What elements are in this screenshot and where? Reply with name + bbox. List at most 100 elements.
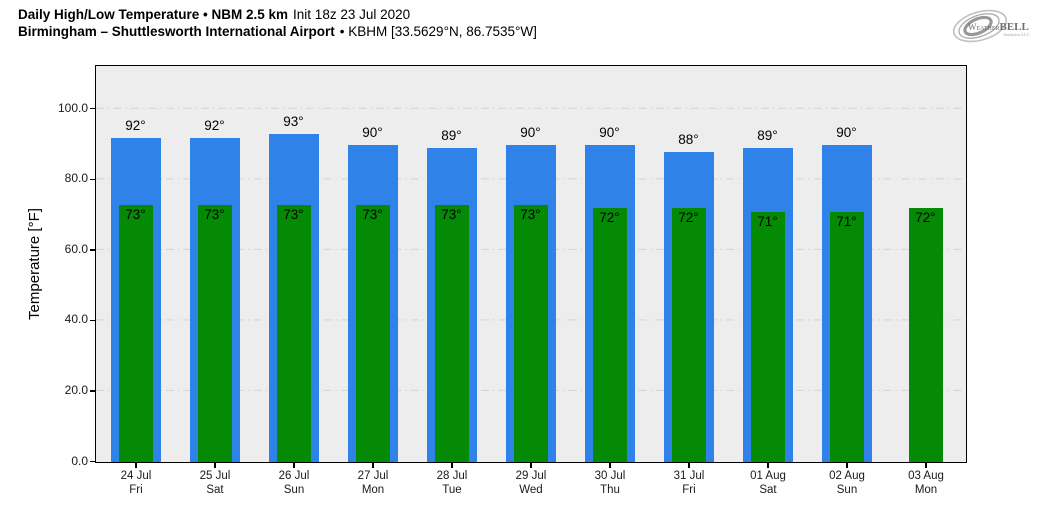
low-value-label: 73° — [283, 206, 304, 222]
x-tick-mark — [214, 463, 216, 468]
x-tick-date: 30 Jul — [594, 470, 626, 482]
x-tick-day: Sat — [759, 483, 777, 496]
high-value-label: 89° — [757, 128, 778, 144]
low-bar — [513, 204, 548, 462]
low-value-label: 72° — [599, 210, 620, 226]
logo-sub-text: Analytics LLC — [1003, 32, 1030, 37]
x-tick-mark — [767, 463, 769, 468]
logo-swirl-icon — [952, 9, 1008, 43]
chart-title-line-2: Birmingham – Shuttlesworth International… — [18, 23, 537, 40]
logo-text-weather: Weather — [968, 22, 1000, 32]
high-value-label: 92° — [125, 117, 146, 133]
low-value-label: 73° — [362, 206, 383, 222]
x-tick-mark — [135, 463, 137, 468]
low-value-label: 71° — [757, 213, 778, 229]
x-tick-day: Fri — [129, 483, 143, 496]
x-tick-day: Sun — [836, 483, 858, 496]
high-value-label: 92° — [204, 117, 225, 133]
high-value-label: 93° — [283, 114, 304, 130]
y-tick-mark — [90, 249, 95, 251]
chart-header: Daily High/Low Temperature • NBM 2.5 km I… — [18, 6, 537, 40]
x-tick-label: 28 Jul Tue — [412, 470, 492, 497]
x-tick-label: 30 Jul Thu — [570, 470, 650, 497]
x-tick-date: 28 Jul — [436, 470, 468, 482]
x-tick-label: 24 Jul Fri — [96, 470, 176, 497]
y-tick-mark — [90, 108, 95, 110]
x-tick-mark — [293, 463, 295, 468]
low-value-label: 72° — [915, 210, 936, 226]
x-tick-day: Sat — [206, 483, 224, 496]
y-tick-mark — [90, 460, 95, 463]
logo-text-bell: BELL — [1000, 21, 1029, 33]
x-tick-date: 27 Jul — [357, 470, 389, 482]
low-bar — [355, 204, 390, 462]
svg-text:WeatherBELL: WeatherBELL — [968, 21, 1029, 33]
x-tick-label: 26 Jul Sun — [254, 470, 334, 497]
low-bar — [671, 208, 706, 462]
chart-title-line-1: Daily High/Low Temperature • NBM 2.5 km I… — [18, 6, 537, 23]
x-tick-mark — [372, 463, 374, 468]
x-tick-day: Wed — [519, 483, 543, 496]
x-tick-mark — [530, 463, 532, 468]
x-tick-day: Tue — [442, 483, 462, 496]
low-bar — [197, 204, 232, 462]
y-tick-label: 40.0 — [64, 312, 88, 327]
high-value-label: 90° — [836, 124, 857, 140]
x-tick-mark — [846, 463, 848, 468]
x-tick-day: Mon — [914, 483, 938, 496]
plot-area: 92° 73° 92° 73° 93° 73° 90° 73° 89° 73° 90° 73° 90° 7… — [95, 65, 967, 463]
high-value-label: 90° — [362, 124, 383, 140]
low-value-label: 73° — [441, 206, 462, 222]
low-bar — [434, 204, 469, 462]
x-tick-day: Sun — [283, 483, 305, 496]
x-tick-label: 31 Jul Fri — [649, 470, 729, 497]
high-value-label: 88° — [678, 131, 699, 147]
x-tick-day: Mon — [361, 483, 385, 496]
x-tick-label: 01 Aug Sat — [728, 470, 808, 497]
chart-init-time: Init 18z 23 Jul 2020 — [293, 7, 411, 22]
x-tick-mark — [688, 463, 690, 468]
x-tick-date: 31 Jul — [673, 470, 705, 482]
x-tick-date: 03 Aug — [908, 470, 944, 482]
low-bar — [276, 204, 311, 462]
x-tick-label: 02 Aug Sun — [807, 470, 887, 497]
x-tick-date: 26 Jul — [278, 470, 310, 482]
chart-title: Daily High/Low Temperature • NBM 2.5 km — [18, 7, 289, 22]
y-tick-label: 60.0 — [64, 241, 88, 256]
low-bar — [750, 211, 785, 462]
x-tick-day: Thu — [600, 483, 620, 496]
low-bar — [118, 204, 153, 462]
y-tick-label: 100.0 — [57, 100, 88, 115]
y-tick-label: 20.0 — [64, 382, 88, 397]
low-value-label: 73° — [125, 206, 146, 222]
chart-location: Birmingham – Shuttlesworth International… — [18, 24, 335, 39]
x-tick-mark — [609, 463, 611, 468]
low-bar — [592, 208, 627, 462]
low-value-label: 73° — [204, 206, 225, 222]
high-value-label: 90° — [599, 124, 620, 140]
x-tick-date: 24 Jul — [120, 470, 152, 482]
x-tick-date: 02 Aug — [829, 470, 865, 482]
x-tick-mark — [451, 463, 453, 468]
x-tick-label: 03 Aug Mon — [886, 470, 966, 497]
x-tick-label: 29 Jul Wed — [491, 470, 571, 497]
x-tick-label: 25 Jul Sat — [175, 470, 255, 497]
x-tick-label: 27 Jul Mon — [333, 470, 413, 497]
y-tick-mark — [90, 319, 95, 322]
y-tick-mark — [90, 178, 95, 180]
y-tick-label: 80.0 — [64, 171, 88, 186]
high-value-label: 89° — [441, 128, 462, 144]
low-value-label: 73° — [520, 206, 541, 222]
x-tick-date: 01 Aug — [750, 470, 786, 482]
high-value-label: 90° — [520, 124, 541, 140]
chart-station-coordinates: • KBHM [33.5629°N, 86.7535°W] — [339, 24, 537, 39]
x-tick-day: Fri — [682, 483, 696, 496]
x-tick-date: 29 Jul — [515, 470, 547, 482]
weatherbell-logo: WeatherBELL Analytics LLC — [952, 9, 1030, 43]
x-tick-mark — [925, 463, 927, 468]
low-value-label: 72° — [678, 210, 699, 226]
low-bar — [829, 211, 864, 462]
gridlines — [96, 107, 965, 392]
low-value-label: 71° — [836, 213, 857, 229]
